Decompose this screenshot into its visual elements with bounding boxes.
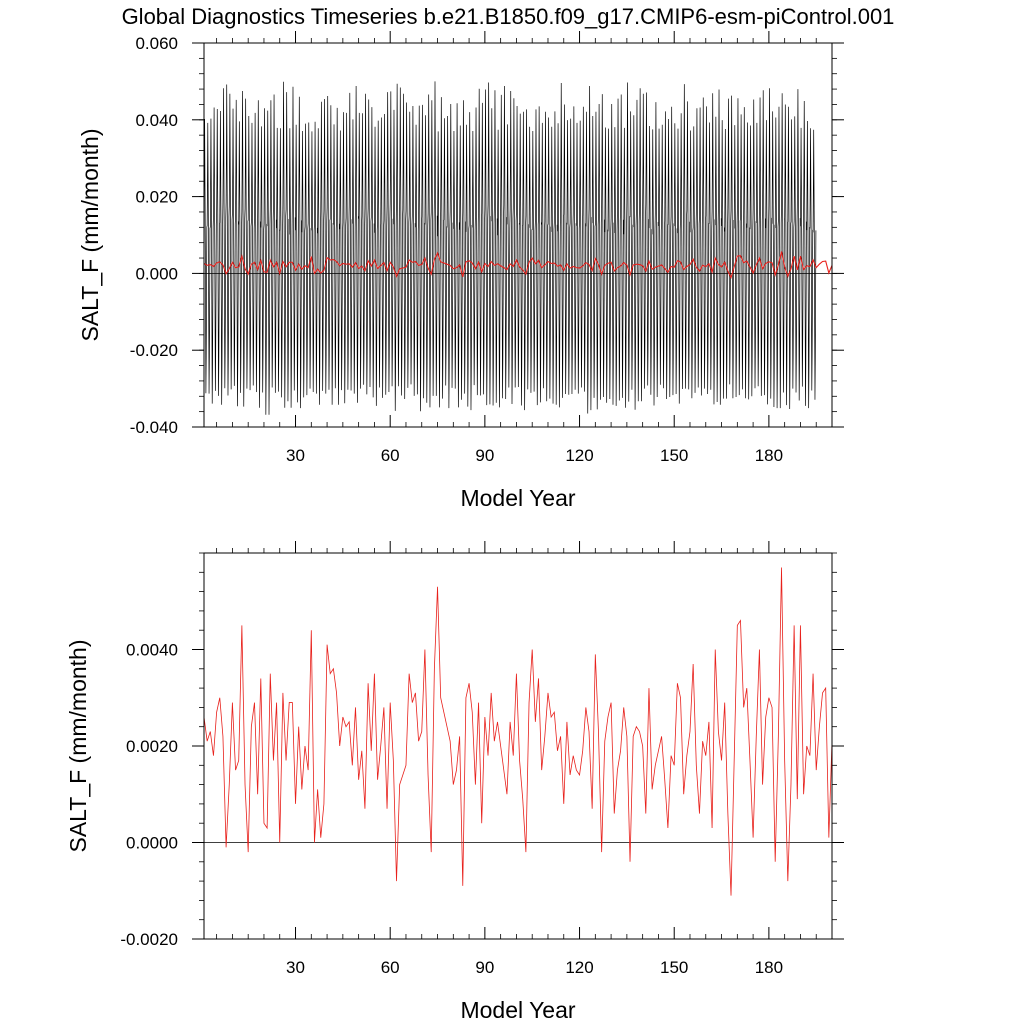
series-line-annual [204,567,832,896]
x-tick-label: 30 [286,958,305,977]
y-tick-label: 0.040 [135,111,178,130]
x-tick-label: 180 [755,446,783,465]
y-tick-label: 0.060 [135,34,178,53]
x-tick-label: 60 [381,446,400,465]
y-tick-label: 0.0040 [126,641,178,660]
main-title: Global Diagnostics Timeseries b.e21.B185… [122,4,895,29]
y-tick-label: 0.020 [135,188,178,207]
x-tick-label: 150 [660,446,688,465]
y-tick-label: -0.0020 [120,930,178,949]
plot-frame [203,42,833,428]
y-axis-title: SALT_F (mm/month) [65,640,91,853]
y-tick-label: 0.000 [135,264,178,283]
plot-area [204,567,832,896]
x-tick-label: 60 [381,958,400,977]
y-tick-label: -0.040 [130,418,178,437]
y-axis-title: SALT_F (mm/month) [77,129,103,342]
x-tick-label: 90 [475,446,494,465]
y-tick-label: 0.0020 [126,737,178,756]
y-tick-label: -0.020 [130,341,178,360]
x-tick-label: 120 [565,446,593,465]
panel-bottom: 30 60 90 120 150 180 -0.0020 0.0000 0.0020 0.0040… [65,541,844,1023]
plot-area [204,81,832,415]
panel-top: 30 60 90 120 150 180 -0.040 -0.020 0.000 0.020 0.0… [77,31,844,511]
x-tick-label: 150 [660,958,688,977]
series-line-annual [204,251,832,280]
x-tick-label: 120 [565,958,593,977]
y-tick-label: 0.0000 [126,834,178,853]
x-axis-title: Model Year [460,485,575,511]
x-tick-label: 180 [755,958,783,977]
series-line-monthly [204,81,817,415]
x-tick-label: 30 [286,446,305,465]
x-axis-title: Model Year [460,997,575,1023]
x-tick-label: 90 [475,958,494,977]
